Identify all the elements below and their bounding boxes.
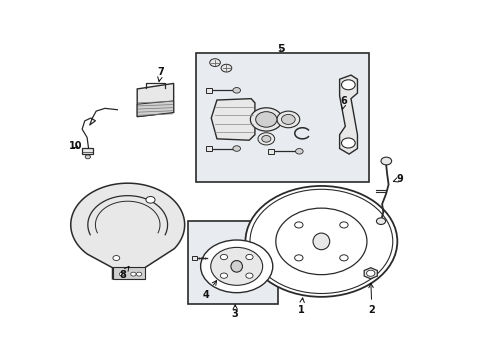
Bar bbox=[82, 148, 93, 154]
Bar bbox=[189, 221, 278, 304]
Circle shape bbox=[85, 155, 91, 159]
Text: 5: 5 bbox=[277, 44, 285, 54]
Circle shape bbox=[146, 197, 155, 203]
Polygon shape bbox=[340, 75, 358, 154]
Text: 1: 1 bbox=[298, 298, 305, 315]
Text: 3: 3 bbox=[232, 305, 239, 319]
Text: 7: 7 bbox=[157, 67, 164, 81]
Circle shape bbox=[294, 222, 303, 228]
Circle shape bbox=[120, 272, 124, 276]
Circle shape bbox=[113, 256, 120, 261]
Polygon shape bbox=[364, 268, 377, 279]
Bar bbox=[268, 149, 274, 154]
Bar bbox=[192, 256, 197, 260]
Polygon shape bbox=[211, 99, 255, 140]
Text: 8: 8 bbox=[120, 266, 129, 280]
Circle shape bbox=[131, 272, 136, 276]
Circle shape bbox=[295, 149, 303, 154]
Circle shape bbox=[200, 240, 273, 293]
Circle shape bbox=[294, 255, 303, 261]
Polygon shape bbox=[137, 84, 173, 117]
Circle shape bbox=[211, 247, 263, 285]
Bar bbox=[206, 146, 212, 151]
Bar bbox=[206, 87, 212, 93]
Circle shape bbox=[220, 273, 227, 278]
Circle shape bbox=[256, 112, 277, 127]
Circle shape bbox=[220, 255, 227, 260]
Circle shape bbox=[281, 114, 295, 125]
Circle shape bbox=[245, 186, 397, 297]
Text: 9: 9 bbox=[393, 174, 403, 184]
Circle shape bbox=[276, 208, 367, 275]
Ellipse shape bbox=[231, 261, 243, 272]
Polygon shape bbox=[137, 101, 173, 117]
Text: 10: 10 bbox=[69, 141, 82, 151]
Circle shape bbox=[367, 270, 375, 276]
Circle shape bbox=[342, 138, 355, 148]
Circle shape bbox=[277, 111, 300, 128]
Ellipse shape bbox=[313, 233, 330, 250]
Text: 6: 6 bbox=[341, 96, 347, 109]
Circle shape bbox=[210, 59, 220, 67]
Polygon shape bbox=[71, 183, 185, 279]
Circle shape bbox=[262, 135, 271, 142]
Circle shape bbox=[340, 222, 348, 228]
Circle shape bbox=[233, 87, 241, 93]
Circle shape bbox=[246, 273, 253, 278]
Circle shape bbox=[221, 64, 232, 72]
Circle shape bbox=[233, 146, 241, 151]
Circle shape bbox=[246, 255, 253, 260]
Circle shape bbox=[376, 218, 386, 225]
Circle shape bbox=[381, 157, 392, 165]
Circle shape bbox=[342, 80, 355, 90]
Text: 2: 2 bbox=[368, 283, 375, 315]
Circle shape bbox=[258, 133, 275, 145]
Text: 4: 4 bbox=[203, 280, 217, 300]
Circle shape bbox=[340, 255, 348, 261]
Bar bbox=[113, 267, 145, 279]
Circle shape bbox=[136, 272, 142, 276]
Bar bbox=[196, 53, 369, 182]
Circle shape bbox=[250, 108, 282, 131]
